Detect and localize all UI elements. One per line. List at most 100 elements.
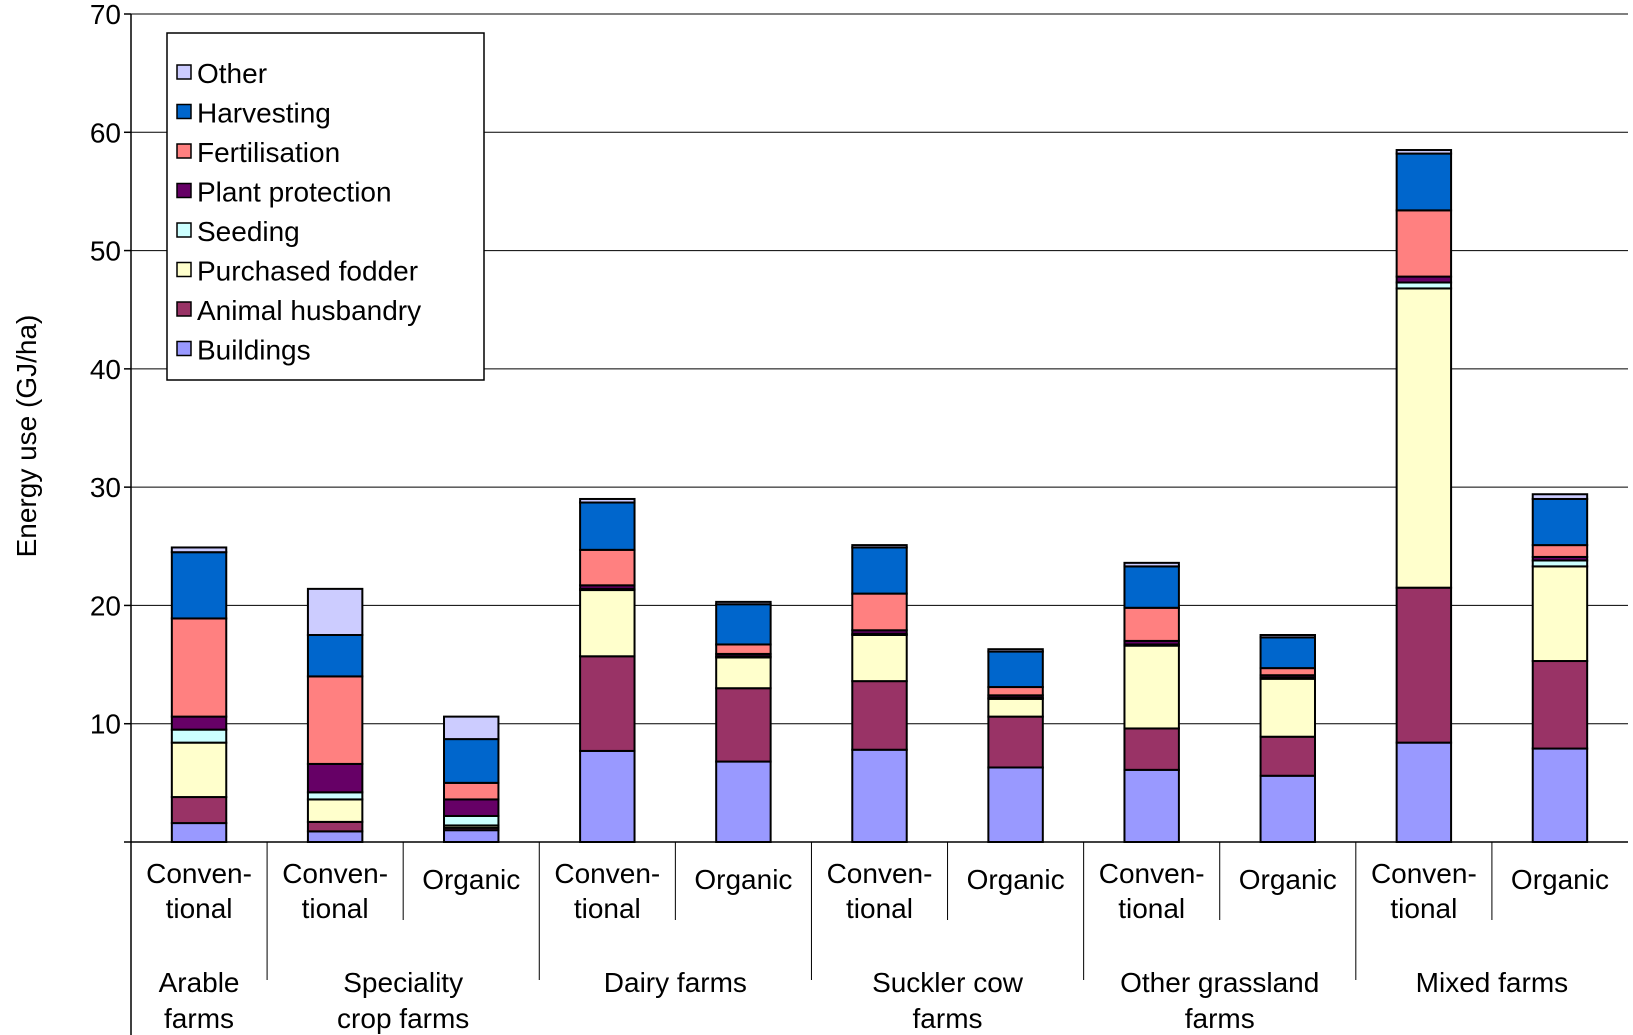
bar-segment-other — [851, 544, 908, 549]
group-label: Speciality — [343, 967, 463, 998]
bar-segment-purchased-fodder — [170, 741, 228, 799]
legend-swatch — [176, 143, 192, 159]
bar-segment-purchased-fodder — [1395, 287, 1453, 589]
bar-segment-harvesting — [1531, 497, 1589, 547]
legend-box — [166, 32, 485, 381]
bar-segment-purchased-fodder — [1123, 644, 1180, 730]
bar-segment-fertilisation — [170, 617, 228, 718]
bar-segment-fertilisation — [306, 675, 364, 765]
bar-segment-buildings — [1531, 747, 1589, 843]
legend-swatch — [176, 340, 192, 357]
bar-segment-purchased-fodder — [579, 589, 636, 658]
bar-segment-fertilisation — [1395, 209, 1453, 278]
bar-segment-harvesting — [170, 551, 228, 620]
bar-segment-buildings — [1259, 774, 1316, 844]
legend: Other Harvesting Fertilisation Plant protec… — [166, 32, 485, 381]
bar-segment-other — [1395, 149, 1453, 155]
bar-segment-buildings — [306, 830, 364, 844]
bar-segment-fertilisation — [851, 592, 908, 632]
bar-segment-animal-husbandry — [715, 687, 772, 763]
bar-segment-harvesting — [715, 603, 772, 646]
legend-label: Other — [197, 58, 267, 89]
legend-label: Fertilisation — [197, 137, 340, 168]
y-tick-label: 30 — [90, 472, 121, 503]
bar-segment-harvesting — [1259, 636, 1316, 670]
bar-segment-animal-husbandry — [1259, 735, 1316, 777]
bar-segment-other — [306, 587, 364, 637]
legend-swatch — [176, 301, 192, 317]
bars — [170, 149, 1589, 844]
legend-swatch — [176, 64, 192, 80]
bar-segment-buildings — [715, 760, 772, 844]
bar-segment-other — [1123, 561, 1180, 568]
legend-swatch — [176, 261, 192, 278]
bar-segment-animal-husbandry — [1531, 660, 1589, 750]
bar-segment-buildings — [1123, 768, 1180, 843]
legend-swatch — [176, 222, 192, 238]
category-label: tional — [166, 893, 233, 924]
legend-swatch — [176, 103, 192, 120]
bar-segment-other — [715, 600, 772, 606]
bar-segment-harvesting — [1123, 565, 1180, 609]
category-label: tional — [302, 893, 369, 924]
bar-segment-purchased-fodder — [851, 634, 908, 683]
y-tick-label: 60 — [90, 117, 121, 148]
bar-segment-fertilisation — [579, 548, 636, 587]
bar-segment-plant-protection — [306, 762, 364, 794]
legend-swatch — [176, 182, 192, 199]
group-label: Other grassland — [1120, 967, 1319, 998]
category-label: Conven- — [827, 858, 933, 889]
bar-segment-other — [579, 497, 636, 504]
bar-segment-purchased-fodder — [1531, 565, 1589, 663]
bar-segment-purchased-fodder — [1259, 677, 1316, 738]
bar-segment-harvesting — [851, 546, 908, 595]
y-tick-label: 10 — [90, 709, 121, 740]
group-label: Mixed farms — [1416, 967, 1568, 998]
y-tick-label: 20 — [90, 590, 121, 621]
bar-segment-seeding — [443, 814, 500, 827]
bar-segment-buildings — [443, 829, 500, 844]
category-label: Organic — [967, 864, 1065, 895]
category-label: Conven- — [1099, 858, 1205, 889]
group-label: Arable — [159, 967, 240, 998]
y-tick-labels: 10 20 30 40 50 60 70 — [90, 0, 121, 740]
category-label: Organic — [1511, 864, 1609, 895]
bar-segment-animal-husbandry — [170, 796, 228, 825]
legend-label: Plant protection — [197, 177, 392, 208]
bar-segment-purchased-fodder — [987, 697, 1044, 718]
bar-segment-seeding — [170, 728, 228, 744]
category-label: tional — [1390, 893, 1457, 924]
group-label: Dairy farms — [604, 967, 747, 998]
legend-label: Harvesting — [197, 98, 331, 129]
bar-segment-animal-husbandry — [306, 820, 364, 833]
group-label: farms — [913, 1003, 983, 1034]
bar-segment-animal-husbandry — [987, 715, 1044, 769]
bar-segment-fertilisation — [1531, 544, 1589, 558]
category-label: Conven- — [1371, 858, 1477, 889]
bar-segment-animal-husbandry — [851, 680, 908, 751]
bar-segment-fertilisation — [987, 686, 1044, 697]
category-label: Conven- — [146, 858, 252, 889]
bar-segment-other — [1259, 634, 1316, 639]
bar-segment-plant-protection — [443, 798, 500, 817]
y-axis-label: Energy use (GJ/ha) — [11, 315, 42, 558]
bar-segment-other — [443, 715, 500, 741]
bar-segment-plant-protection — [170, 715, 228, 731]
bar-segment-buildings — [1395, 741, 1453, 844]
legend-label: Animal husbandry — [197, 295, 421, 326]
bar-segment-other — [170, 546, 228, 554]
y-tick-label: 70 — [90, 0, 121, 30]
bar-segment-seeding — [306, 791, 364, 801]
bar-segment-harvesting — [443, 738, 500, 784]
legend-label: Seeding — [197, 216, 300, 247]
category-label: tional — [574, 893, 641, 924]
bar-segment-animal-husbandry — [1123, 727, 1180, 771]
bar-segment-fertilisation — [1123, 606, 1180, 642]
legend-label: Purchased fodder — [197, 256, 418, 287]
group-label: farms — [1185, 1003, 1255, 1034]
bar-segment-animal-husbandry — [579, 655, 636, 752]
y-tick-label: 40 — [90, 354, 121, 385]
bar-segment-buildings — [987, 766, 1044, 843]
category-label: Organic — [422, 864, 520, 895]
